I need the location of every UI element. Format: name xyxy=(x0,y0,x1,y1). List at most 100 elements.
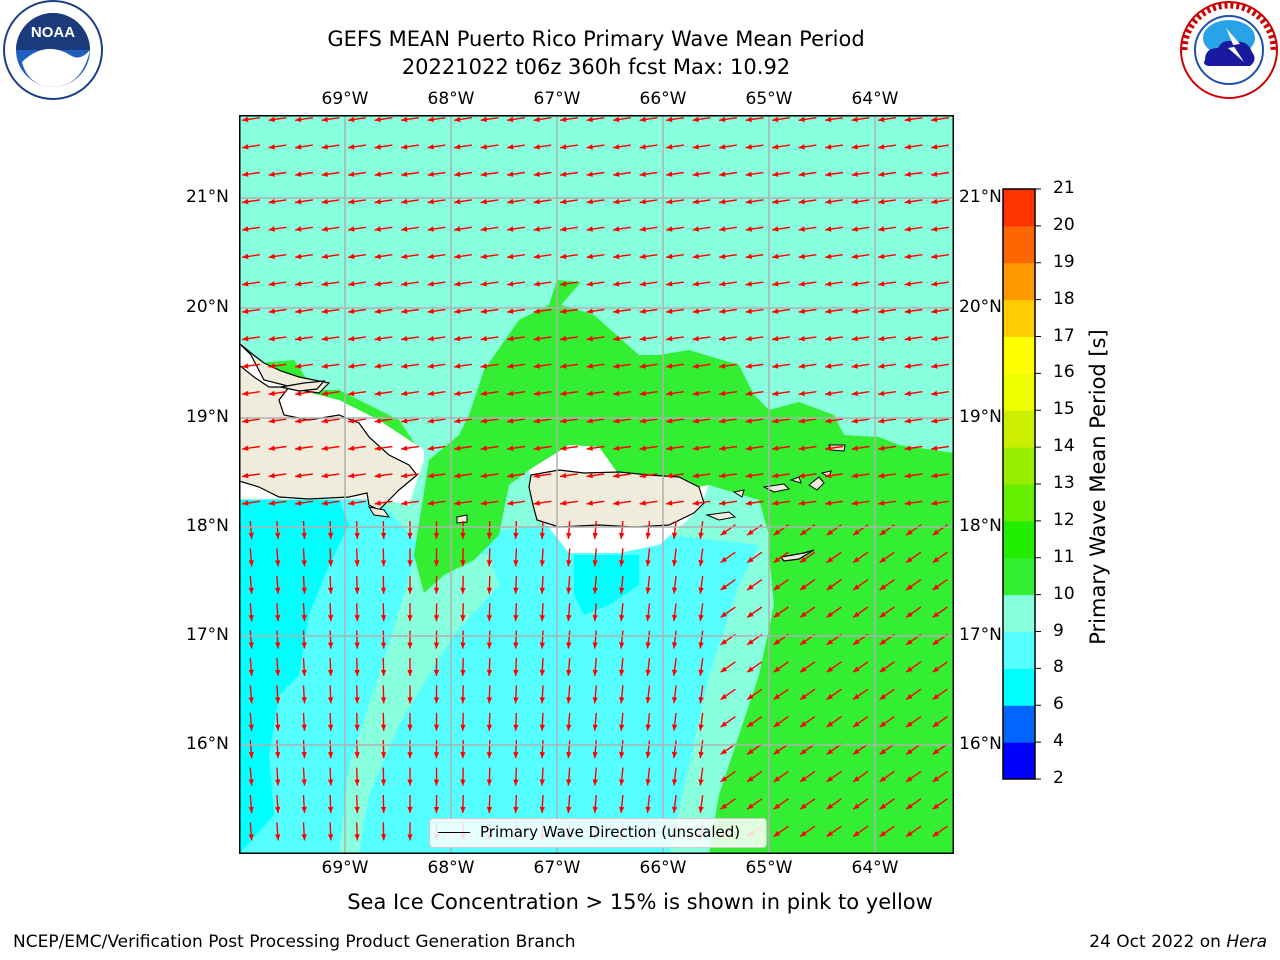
wave-arrow-head xyxy=(586,445,593,451)
wave-arrow-head xyxy=(773,721,781,727)
wave-arrow-head xyxy=(798,472,805,479)
wave-arrow-head xyxy=(879,584,887,590)
wave-arrow-head xyxy=(513,697,519,704)
wave-arrow-head xyxy=(533,390,540,397)
wave-arrow-head xyxy=(586,335,593,342)
wave-arrow-head xyxy=(879,529,887,536)
colorbar-tick-label: 12 xyxy=(1053,509,1075,530)
wave-arrow-head xyxy=(666,335,673,342)
wave-arrow-head xyxy=(592,587,598,594)
graticule xyxy=(239,115,954,854)
wave-arrow-head xyxy=(433,807,440,813)
wave-arrow-head xyxy=(586,390,593,397)
wave-arrow-head xyxy=(321,472,328,479)
wave-arrow-head xyxy=(666,116,673,123)
wave-arrow-head xyxy=(533,144,540,150)
wave-arrow-head xyxy=(931,198,938,205)
wave-arrow-head xyxy=(773,556,781,563)
wave-arrow-head xyxy=(295,418,302,424)
wave-arrow-head xyxy=(433,724,440,731)
wave-arrow-head xyxy=(586,116,593,123)
lat-label-right: 16°N xyxy=(959,734,1002,754)
wave-arrow-head xyxy=(851,171,858,177)
colorbar-band xyxy=(1003,225,1035,264)
wave-arrow-head xyxy=(401,335,408,342)
wave-arrow-head xyxy=(374,445,381,451)
wave-arrow-head xyxy=(851,253,858,260)
wave-arrow-head xyxy=(560,198,567,205)
wave-arrow-head xyxy=(592,669,598,676)
wave-arrow-head xyxy=(773,693,781,700)
wave-arrow-head xyxy=(613,335,620,342)
wave-arrow-head xyxy=(539,560,545,567)
wave-arrow-head xyxy=(853,693,860,700)
wave-arrow-head xyxy=(879,776,887,782)
wave-arrow-head xyxy=(380,834,387,841)
wave-arrow-head xyxy=(592,642,598,649)
wave-arrow-head xyxy=(242,445,249,451)
wave-arrow-head xyxy=(480,363,487,369)
wave-arrow-head xyxy=(747,721,754,727)
wave-arrow-head xyxy=(507,418,514,424)
wave-arrow-head xyxy=(692,418,699,424)
wave-arrow-head xyxy=(773,529,781,536)
wave-arrow-head xyxy=(619,587,625,594)
wave-arrow-head xyxy=(374,390,381,397)
wave-arrow-head xyxy=(719,144,726,150)
wave-arrow-head xyxy=(931,472,938,479)
wave-arrow-head xyxy=(719,390,726,397)
wave-arrow-head xyxy=(931,335,938,342)
wave-arrow-head xyxy=(826,529,834,536)
wave-arrow-head xyxy=(745,198,752,205)
colorbar-tick-label: 6 xyxy=(1053,694,1064,715)
wave-arrow-head xyxy=(513,779,519,786)
wave-arrow-head xyxy=(533,500,540,506)
wave-arrow-head xyxy=(295,445,302,451)
wave-arrow-head xyxy=(851,281,858,287)
period-6-8-patch xyxy=(574,555,639,615)
wave-arrow-head xyxy=(639,308,646,314)
wave-arrow-head xyxy=(800,611,807,618)
wave-arrow-head xyxy=(798,253,805,260)
wave-arrow-head xyxy=(242,390,249,397)
wave-arrow-head xyxy=(433,642,440,649)
wave-arrow-head xyxy=(720,529,728,536)
wave-arrow-head xyxy=(586,198,593,205)
wave-arrow-head xyxy=(825,472,832,479)
wave-arrow-head xyxy=(507,171,514,177)
wave-arrow-head xyxy=(619,642,625,649)
wave-arrow-head xyxy=(539,752,545,759)
wave-arrow-head xyxy=(826,830,834,837)
wave-arrow-head xyxy=(427,335,434,342)
wave-arrow-head xyxy=(904,363,911,369)
wave-arrow-head xyxy=(486,806,493,813)
wave-arrow-head xyxy=(906,529,913,536)
wave-arrow-head xyxy=(275,532,281,539)
wave-arrow-head xyxy=(800,556,807,563)
wave-arrow-head xyxy=(275,560,281,567)
wave-arrow-head xyxy=(692,253,699,260)
wave-arrow-head xyxy=(301,560,307,567)
wave-arrow-head xyxy=(354,587,360,594)
wave-arrow-head xyxy=(242,171,249,177)
wave-arrow-head xyxy=(401,171,408,177)
wave-arrow-head xyxy=(666,198,673,205)
wave-arrow-head xyxy=(454,445,461,451)
wave-arrow-head xyxy=(427,418,434,424)
wave-arrow-head xyxy=(692,445,699,451)
wave-arrow-head xyxy=(507,253,514,260)
wave-arrow-head xyxy=(301,642,307,649)
wave-arrow-head xyxy=(904,418,911,424)
wave-arrow-head xyxy=(932,556,940,563)
wave-arrow-head xyxy=(932,529,940,536)
wave-arrow-head xyxy=(692,335,699,342)
wave-arrow-head xyxy=(719,253,726,260)
wave-arrow-head xyxy=(800,693,807,700)
wave-arrow-head xyxy=(613,445,620,451)
wave-arrow-head xyxy=(248,587,254,594)
wave-arrow-head xyxy=(932,666,940,673)
lon-label-bottom: 67°W xyxy=(533,858,581,878)
wave-arrow-head xyxy=(879,693,887,700)
wave-arrow-head xyxy=(327,834,334,841)
wave-arrow-head xyxy=(904,198,911,205)
